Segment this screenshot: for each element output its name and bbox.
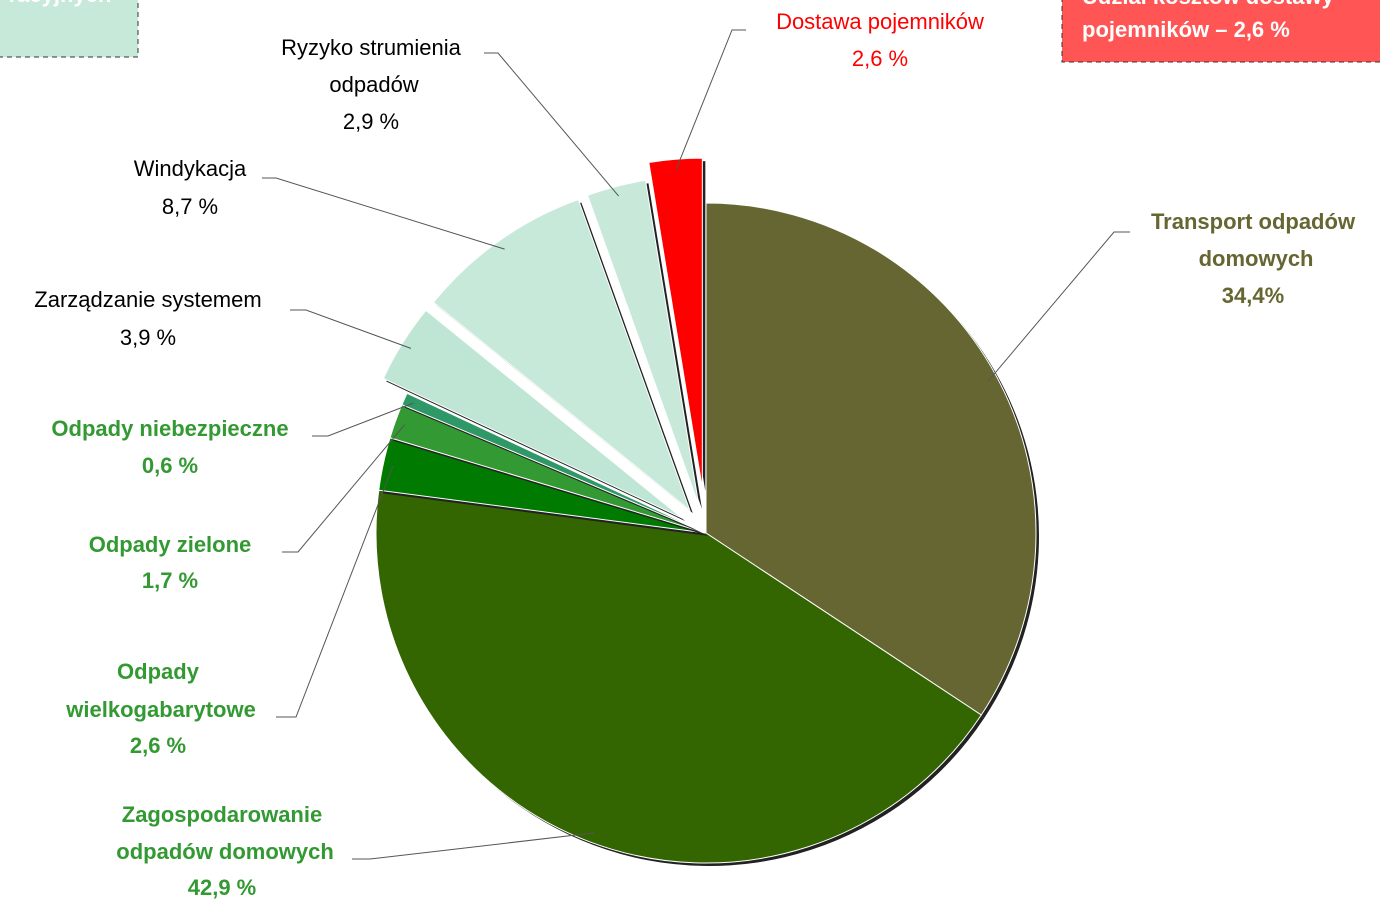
leader-line xyxy=(675,29,746,170)
slice-label: Zagospodarowanie odpadów domowych xyxy=(110,802,334,864)
annotation: Udział kosztów dostawy xyxy=(1082,0,1335,9)
pie-slice xyxy=(382,309,683,519)
annotation-box xyxy=(1061,0,1380,63)
slice-label: Transport odpadów domowych xyxy=(1151,209,1356,271)
value-label: 8,7 % xyxy=(162,194,218,219)
leader-line xyxy=(262,177,505,250)
slice-label: Odpady niebezpieczne xyxy=(51,416,288,441)
annotation-box xyxy=(0,0,139,58)
value-label: 3,9 % xyxy=(120,325,176,350)
pie-slice xyxy=(432,198,691,512)
leader-line xyxy=(987,231,1130,382)
leader-line xyxy=(484,52,620,197)
slice-label: Odpady wielkogabarytowe xyxy=(60,659,256,722)
value-label: 0,6 % xyxy=(142,453,198,478)
leader-line xyxy=(276,465,394,718)
pie-slice xyxy=(648,157,703,489)
leader-line xyxy=(282,424,406,553)
value-label: 34,4% xyxy=(1222,283,1284,308)
value-label: 2,9 % xyxy=(343,109,399,134)
slice-label: Ryzyko strumienia odpadów xyxy=(281,35,461,97)
annotation: racyjnych xyxy=(9,0,112,7)
leader-line xyxy=(290,309,412,349)
value-label: 2,6 % xyxy=(130,733,186,758)
pie-slice xyxy=(401,392,707,534)
annotation: pojemników – 2,6 % xyxy=(1082,17,1290,42)
slice-label: Windykacja xyxy=(134,156,247,181)
value-label: 2,6 % xyxy=(852,46,908,71)
pie-slice xyxy=(375,489,982,864)
value-label: 1,7 % xyxy=(142,568,198,593)
slice-label: Zarządzanie systemem xyxy=(34,287,261,312)
slice-label: Dostawa pojemników xyxy=(776,9,984,34)
pie-slice xyxy=(586,179,700,507)
leader-line xyxy=(312,402,414,437)
leader-line xyxy=(352,832,595,860)
slice-label: Odpady zielone xyxy=(89,532,252,557)
value-label: 42,9 % xyxy=(188,875,257,900)
